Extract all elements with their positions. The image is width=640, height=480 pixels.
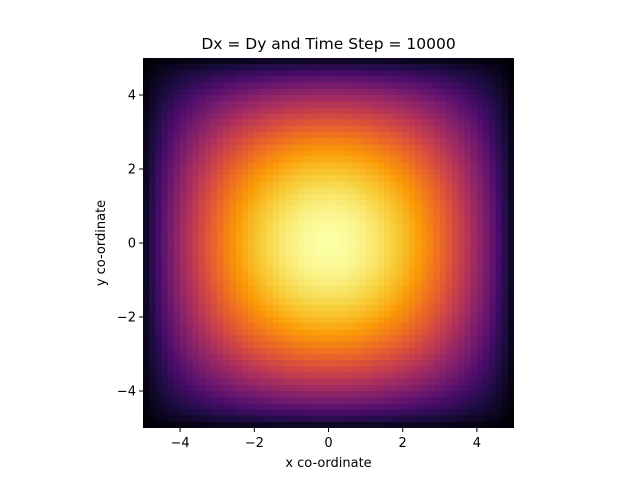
y-tick-label: 4	[128, 89, 136, 104]
x-axis-ticks: −4 −2 0 2 4	[171, 428, 481, 451]
y-tick-label: 0	[128, 237, 136, 252]
x-tick-label: 2	[399, 436, 407, 451]
y-axis-label: y co-ordinate	[94, 200, 109, 286]
x-tick-label: −2	[245, 436, 264, 451]
x-tick-label: 4	[473, 436, 481, 451]
y-tick-label: −2	[117, 311, 136, 326]
y-tick-label: 2	[128, 163, 136, 178]
y-tick-label: −4	[117, 385, 136, 400]
heatmap-area	[143, 58, 514, 428]
heatmap-image	[143, 58, 514, 428]
x-tick-label: 0	[324, 436, 332, 451]
x-tick-label: −4	[171, 436, 190, 451]
y-axis-ticks: −4 −2 0 2 4	[117, 89, 143, 400]
chart-title: Dx = Dy and Time Step = 10000	[201, 35, 455, 53]
x-axis-label: x co-ordinate	[285, 456, 371, 471]
